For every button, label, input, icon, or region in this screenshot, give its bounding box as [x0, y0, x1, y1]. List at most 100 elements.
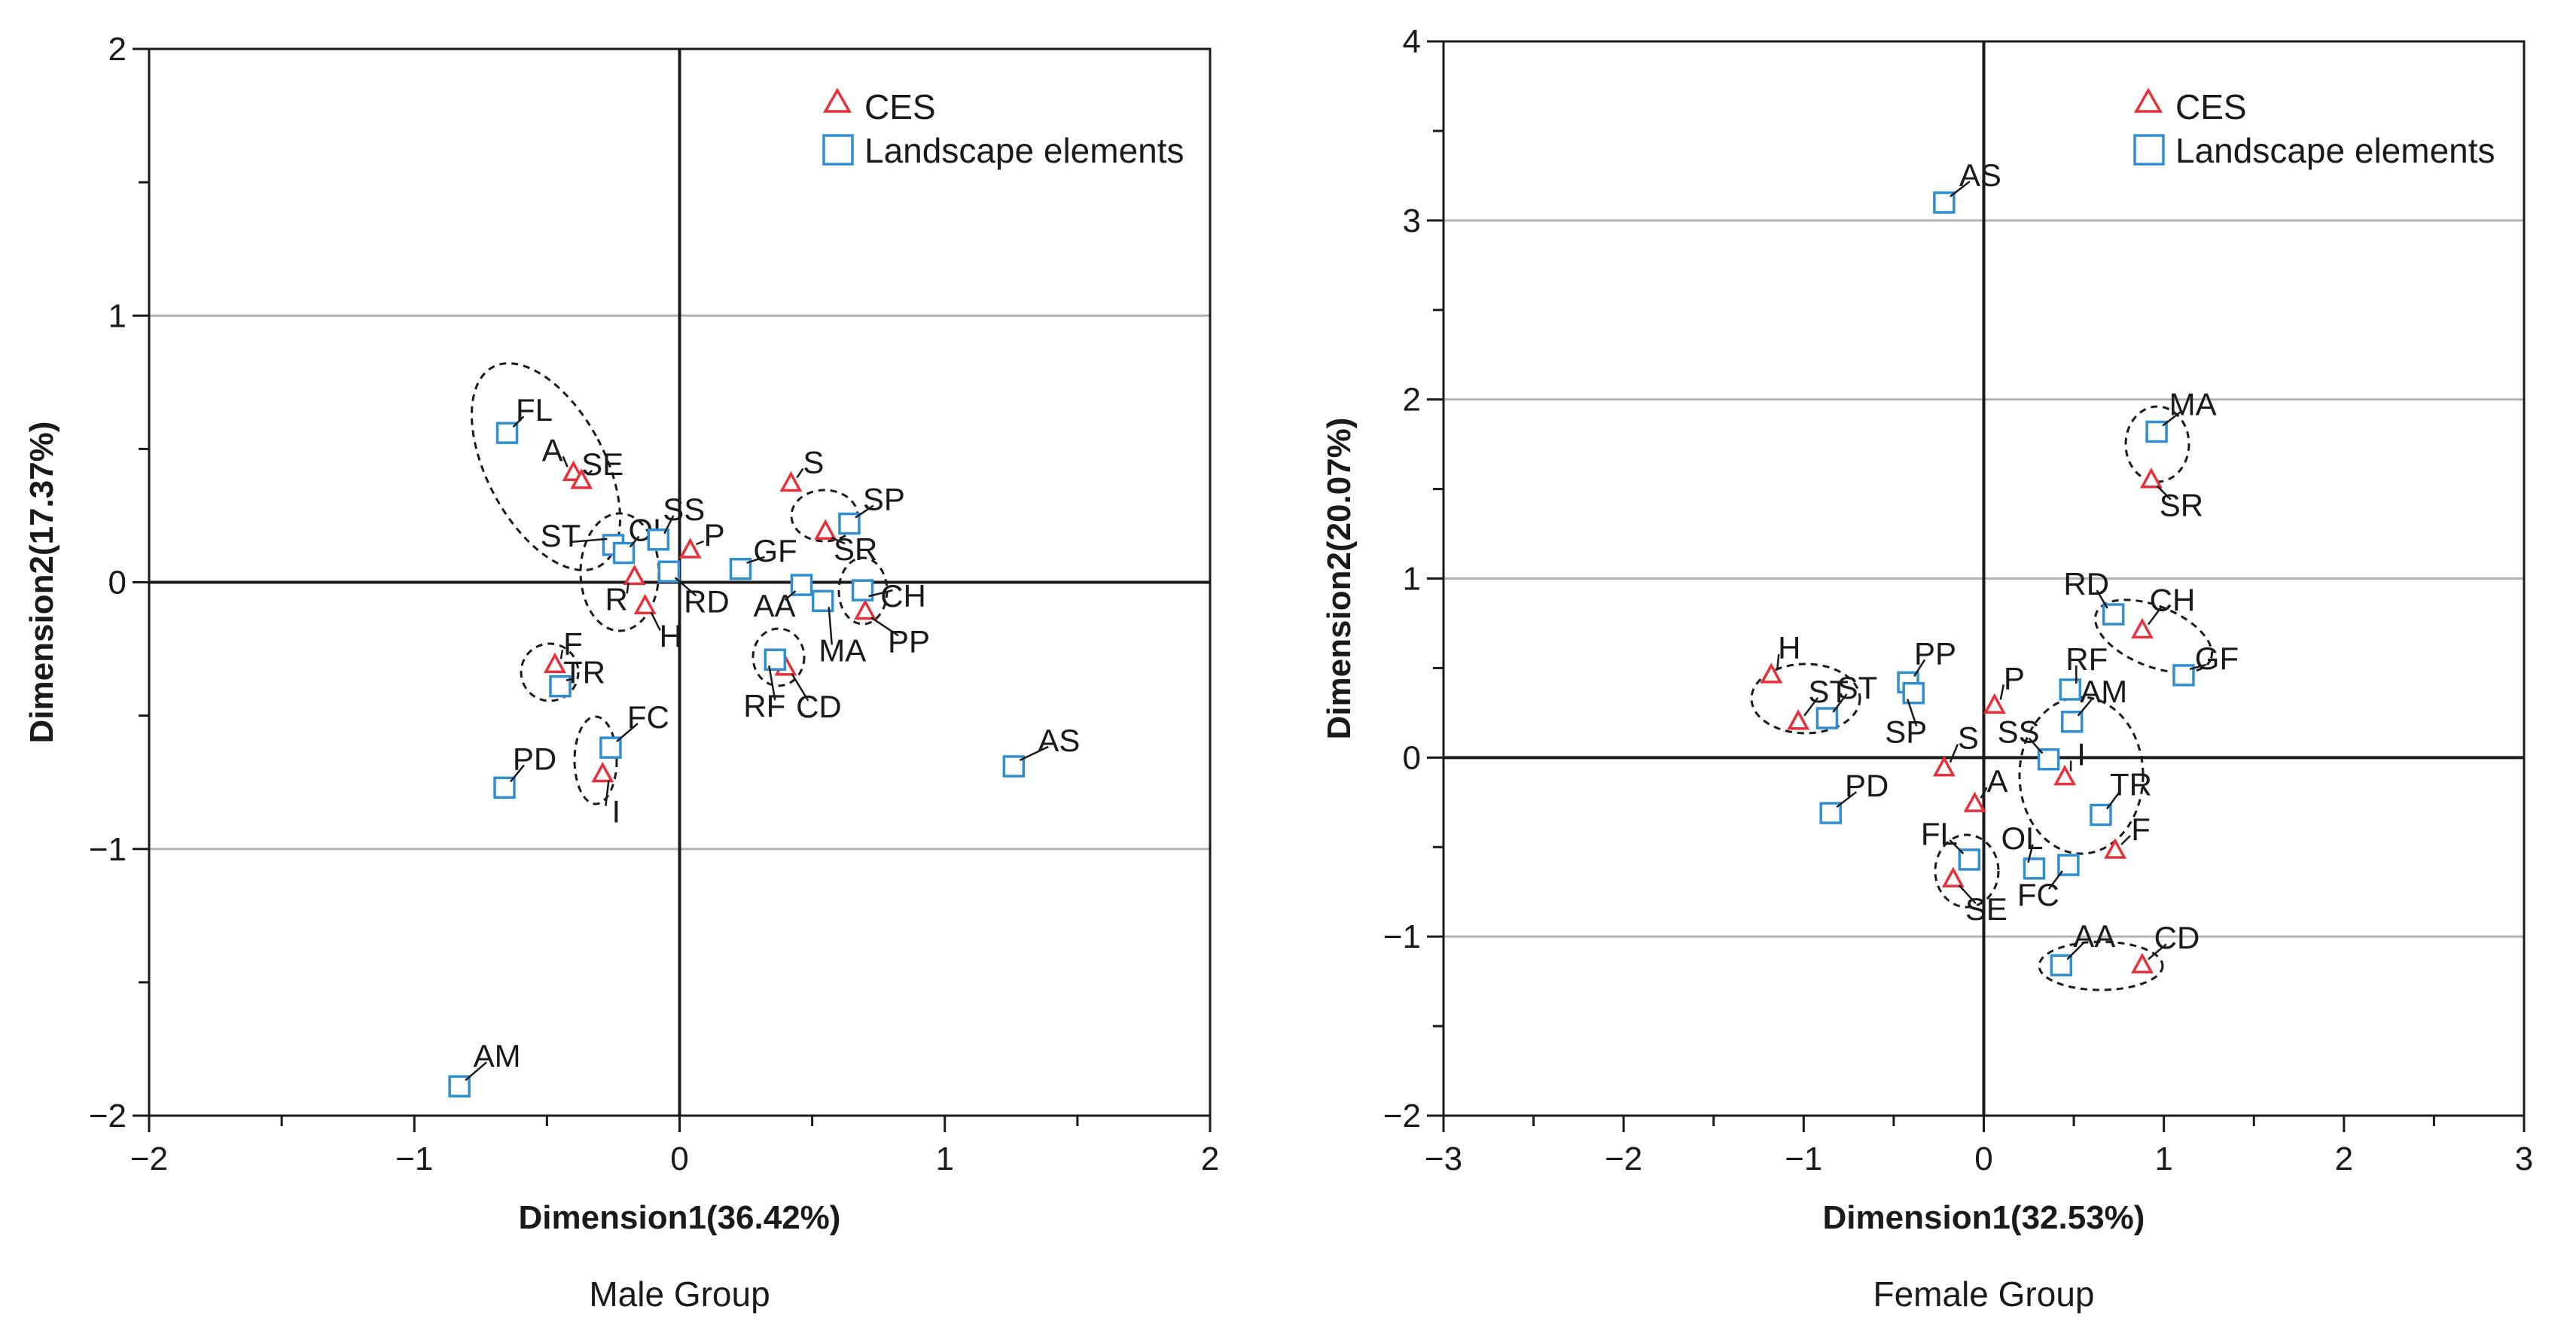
label-leader-line — [1949, 839, 1965, 854]
ces-marker-h — [1760, 662, 1783, 684]
label-leader-line — [696, 540, 705, 546]
ces-marker-i — [591, 761, 614, 783]
label-leader-line — [1913, 659, 1926, 678]
legend-ces-marker — [2133, 87, 2163, 113]
ces-marker-se — [1941, 866, 1965, 888]
y-axis-title: Dimension2(17.37%) — [23, 422, 60, 744]
point-label-am: AM — [2080, 674, 2127, 709]
x-tick-label: 1 — [936, 1140, 954, 1177]
point-label-as: AS — [1038, 723, 1080, 758]
cluster-ellipse — [520, 642, 580, 702]
label-leader-line — [768, 665, 776, 701]
y-tick-label: 4 — [1403, 23, 1421, 60]
point-label-ma: MA — [819, 632, 866, 668]
label-leader-line — [650, 611, 661, 631]
landscape-marker-rf — [764, 648, 787, 671]
ces-marker-cd — [2131, 952, 2154, 973]
point-label-gf: GF — [753, 533, 797, 568]
point-label-aa: AA — [2073, 918, 2115, 954]
ces-marker-sr — [814, 519, 837, 540]
label-leader-line — [1950, 181, 1971, 198]
point-label-sp: SP — [863, 482, 905, 517]
label-leader-line — [465, 1061, 487, 1081]
y-tick-label: 0 — [1403, 739, 1421, 776]
ces-marker-sr — [2139, 467, 2163, 489]
chart-caption: Female Group — [1873, 1274, 2094, 1314]
label-leader-line — [605, 780, 610, 806]
legend-ces-marker — [822, 87, 852, 113]
ces-marker-ch — [2131, 617, 2154, 639]
point-label-cd: CD — [796, 689, 842, 724]
ces-marker-r — [623, 564, 646, 586]
point-label-sr: SR — [834, 531, 877, 567]
cluster-ellipse — [471, 362, 621, 571]
x-tick-label: −1 — [1785, 1140, 1822, 1177]
legend-landscape-label: Landscape elements — [864, 131, 1184, 170]
point-label-ss: SS — [1998, 714, 2040, 750]
x-axis-title: Dimension1(32.53%) — [1823, 1199, 2145, 1236]
point-label-cd: CD — [2154, 920, 2200, 955]
label-leader-line — [663, 515, 675, 534]
point-label-sr: SR — [2160, 488, 2203, 523]
landscape-marker-gf — [2172, 664, 2195, 687]
x-tick-label: 2 — [2335, 1140, 2353, 1177]
label-leader-line — [1836, 791, 1857, 809]
point-label-f: F — [2131, 812, 2151, 847]
landscape-marker-ol — [2023, 857, 2046, 880]
label-leader-line — [2096, 589, 2108, 609]
landscape-marker-aa — [790, 574, 813, 596]
point-label-st: ST — [541, 518, 581, 553]
point-label-p: P — [2004, 660, 2025, 696]
point-label-fc: FC — [627, 699, 669, 735]
point-label-p: P — [704, 517, 725, 553]
y-tick-label: 3 — [1403, 203, 1421, 239]
ces-marker-s — [779, 471, 803, 492]
ces-marker-f — [2104, 838, 2127, 859]
label-leader-line — [512, 416, 525, 428]
y-tick-label: −1 — [1383, 918, 1421, 955]
point-label-ch: CH — [880, 578, 926, 614]
point-label-se: SE — [581, 446, 623, 482]
landscape-marker-as — [1933, 191, 1956, 214]
x-tick-label: −3 — [1425, 1140, 1462, 1177]
label-leader-line — [2157, 485, 2172, 501]
label-leader-line — [510, 764, 525, 783]
cluster-ellipse — [1934, 833, 2000, 909]
ces-marker-se — [570, 468, 593, 489]
label-leader-line — [1949, 744, 1959, 763]
y-tick-label: 2 — [1403, 382, 1421, 419]
ces-marker-f — [543, 652, 566, 674]
ces-marker-h — [633, 593, 657, 615]
label-leader-line — [562, 455, 569, 467]
x-tick-label: −2 — [1605, 1140, 1642, 1177]
ces-marker-i — [2053, 764, 2077, 786]
point-label-pp: PP — [888, 623, 930, 659]
point-label-fc: FC — [2017, 877, 2059, 912]
label-leader-line — [796, 467, 804, 479]
legend-ces-label: CES — [864, 87, 936, 126]
x-tick-label: 0 — [1974, 1140, 1992, 1177]
x-tick-label: −1 — [395, 1140, 433, 1177]
label-leader-line — [791, 673, 809, 702]
ces-marker-a — [1963, 791, 1986, 812]
label-leader-line — [2028, 737, 2044, 754]
label-leader-line — [2147, 605, 2163, 626]
label-leader-line — [1958, 885, 1977, 904]
cluster-ellipse — [1750, 662, 1861, 735]
label-leader-line — [1980, 787, 1988, 799]
label-leader-line — [1907, 699, 1918, 727]
y-tick-label: 1 — [108, 297, 127, 334]
label-leader-line — [571, 538, 608, 544]
label-leader-line — [855, 504, 874, 519]
label-leader-line — [2066, 942, 2085, 961]
point-label-pp: PP — [1914, 635, 1956, 671]
point-label-s: S — [1958, 720, 1979, 756]
landscape-marker-sp — [1902, 681, 1925, 705]
point-label-se: SE — [1965, 891, 2007, 927]
label-leader-line — [746, 556, 765, 564]
label-leader-line — [828, 607, 833, 645]
point-label-rd: RD — [684, 583, 730, 619]
point-label-st: ST — [1837, 670, 1878, 705]
point-label-s: S — [803, 444, 824, 480]
